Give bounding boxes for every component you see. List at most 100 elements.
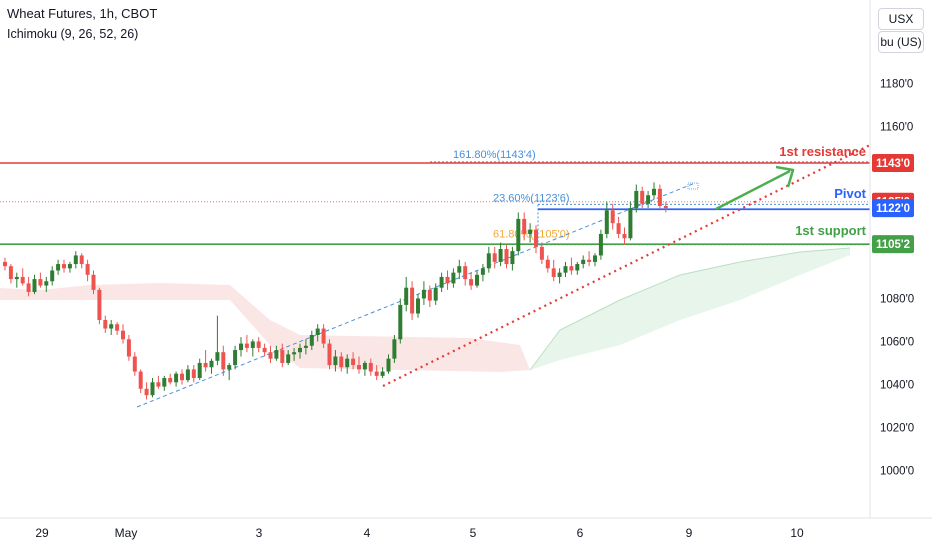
candle-body <box>14 276 19 280</box>
candle-body <box>56 264 61 271</box>
candle-body <box>628 208 633 239</box>
candle-body <box>445 276 450 284</box>
candle-body <box>239 343 243 351</box>
candle-body <box>79 255 84 265</box>
candle-body <box>398 304 403 340</box>
candle-body <box>416 298 420 314</box>
candle-body <box>309 335 314 346</box>
candle-body <box>233 350 238 366</box>
candle-body <box>362 362 367 370</box>
candle-body <box>593 255 597 262</box>
candle-body <box>303 345 308 348</box>
candle-body <box>85 264 90 275</box>
candle-body <box>132 356 137 372</box>
candle-body <box>622 233 627 239</box>
price-tick-label: 1160'0 <box>880 121 913 133</box>
candle-body <box>97 289 102 320</box>
candle-body <box>345 358 350 368</box>
candle-body <box>126 339 131 357</box>
price-label-text: 1143'0 <box>876 158 910 170</box>
time-tick-label: 4 <box>364 526 371 540</box>
cloud-bullish <box>530 248 850 370</box>
ichimoku-cloud <box>0 247 851 372</box>
candle-body <box>469 279 474 286</box>
candle-body <box>315 328 320 335</box>
candle-body <box>640 190 645 204</box>
candle-body <box>610 210 615 224</box>
candle-body <box>392 339 397 359</box>
candle-body <box>115 324 120 331</box>
highlight-box <box>687 182 699 190</box>
candle-body <box>604 210 609 234</box>
candle-body <box>421 289 426 299</box>
candle-body <box>368 362 373 372</box>
candle-body <box>180 373 184 381</box>
time-axis[interactable]: 29 May 3 4 5 6 9 10 <box>35 526 804 540</box>
candle-body <box>516 218 521 252</box>
candle-body <box>510 251 515 265</box>
candle-body <box>351 358 356 366</box>
candle-body <box>504 249 509 265</box>
candle-body <box>551 268 556 277</box>
trendlines <box>136 144 871 408</box>
cloud-bearish <box>0 283 530 372</box>
unit-button[interactable]: bu (US) <box>878 31 924 53</box>
indicator-legend[interactable]: Ichimoku (9, 26, 52, 26) <box>7 27 139 41</box>
candle-body <box>439 276 444 288</box>
pivot-label: Pivot <box>834 186 866 201</box>
candle-body <box>215 352 220 361</box>
candle-body <box>498 249 503 262</box>
candle-body <box>374 371 379 376</box>
candle-body <box>168 378 173 383</box>
candle-body <box>480 268 485 275</box>
candle-body <box>144 388 149 396</box>
candle-body <box>67 264 72 269</box>
time-tick-label: 5 <box>470 526 477 540</box>
candle-body <box>109 324 114 329</box>
candle-body <box>209 360 214 368</box>
candle-body <box>32 279 37 292</box>
candle-body <box>298 347 302 353</box>
time-tick-label: May <box>115 526 138 540</box>
candle-body <box>262 347 267 353</box>
time-tick-label: 9 <box>686 526 693 540</box>
candle-body <box>174 373 179 383</box>
candle-body <box>250 341 255 348</box>
candle-body <box>463 266 468 280</box>
annotations: 1st resistance Pivot 1st support <box>687 144 867 238</box>
price-tick-label: 1000'0 <box>880 465 914 477</box>
candle-body <box>38 279 43 286</box>
candle-body <box>410 287 415 314</box>
candle-body <box>20 276 25 284</box>
candle-body <box>357 365 361 370</box>
candle-body <box>563 266 568 273</box>
candle-body <box>652 188 656 196</box>
candle-body <box>333 356 338 366</box>
candle-body <box>162 378 167 387</box>
support-trendline <box>382 144 871 387</box>
candle-body <box>634 190 639 209</box>
price-tick-label: 1020'0 <box>880 422 914 434</box>
currency-button[interactable]: USX <box>878 8 924 30</box>
candle-body <box>657 188 662 206</box>
candle-body <box>44 281 49 286</box>
candle-body <box>191 369 196 378</box>
candle-body <box>150 382 155 396</box>
candle-body <box>197 362 202 378</box>
candle-body <box>380 371 385 376</box>
candle-body <box>404 287 409 305</box>
candle-body <box>203 362 208 368</box>
price-axis[interactable]: 1180'0 1160'0 1080'0 1060'0 1040'0 1020'0 1000… <box>880 78 914 477</box>
price-label-text: 1122'0 <box>876 203 910 215</box>
time-tick-label: 3 <box>256 526 263 540</box>
price-label-last <box>872 199 914 218</box>
candle-body <box>103 319 108 329</box>
candle-body <box>433 287 438 301</box>
candle-body <box>256 341 261 348</box>
candle-body <box>138 371 143 389</box>
chart-title: Wheat Futures, 1h, CBOT <box>7 6 158 21</box>
trend-channel-line <box>136 182 696 408</box>
price-label-text: 1105'2 <box>876 239 910 251</box>
